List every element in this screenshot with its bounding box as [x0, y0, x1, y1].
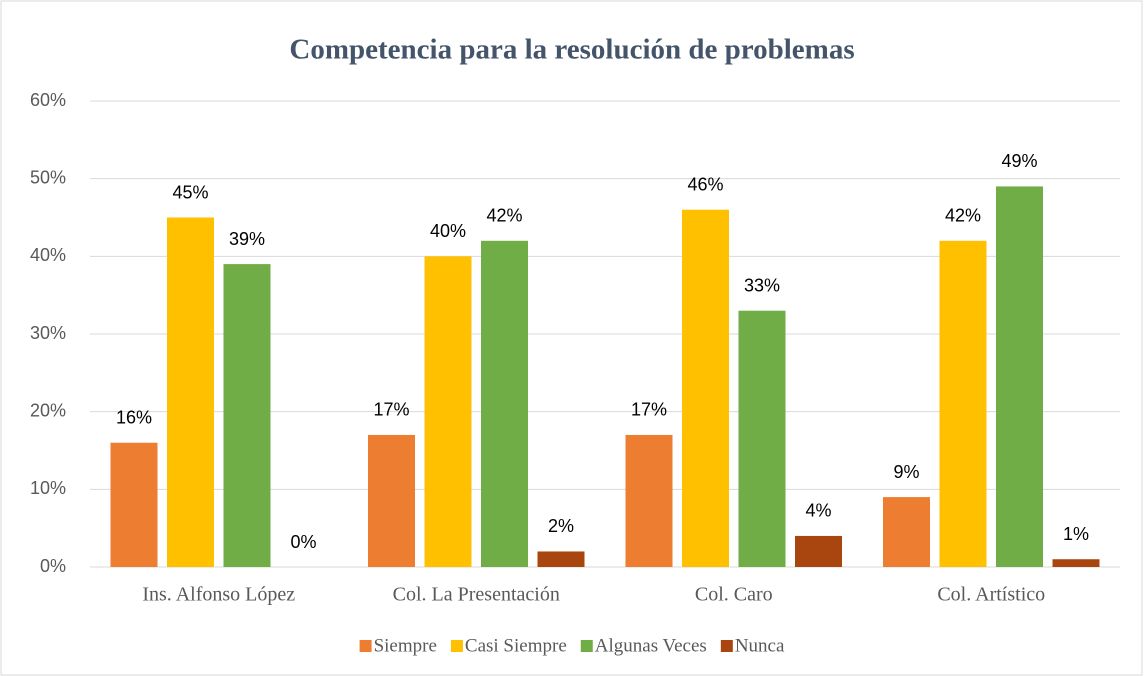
- value-label: 39%: [229, 229, 265, 249]
- value-label: 0%: [290, 532, 316, 552]
- legend-swatch: [580, 640, 593, 652]
- value-label: 9%: [893, 462, 919, 482]
- bar: [939, 240, 987, 568]
- y-tick-label: 50%: [30, 167, 66, 187]
- legend-label: Algunas Veces: [595, 635, 707, 656]
- value-label: 42%: [486, 206, 522, 226]
- value-label: 40%: [430, 221, 466, 241]
- x-tick-label: Ins. Alfonso López: [142, 584, 295, 606]
- value-label: 4%: [805, 501, 831, 521]
- y-tick-label: 60%: [30, 90, 66, 110]
- y-tick-label: 30%: [30, 323, 66, 343]
- x-tick-label: Col. Caro: [695, 584, 773, 606]
- y-tick-label: 40%: [30, 245, 66, 265]
- legend-swatch: [359, 640, 372, 652]
- value-label: 1%: [1063, 524, 1089, 544]
- value-label: 17%: [631, 400, 667, 420]
- legend-label: Nunca: [735, 635, 785, 656]
- legend-swatch: [450, 640, 463, 652]
- y-tick-label: 0%: [40, 556, 66, 576]
- bar: [537, 551, 585, 567]
- value-label: 17%: [373, 400, 409, 420]
- bar: [368, 434, 415, 567]
- legend-label: Siempre: [374, 635, 437, 656]
- bar: [996, 186, 1043, 567]
- x-tick-label: Col. La Presentación: [393, 584, 560, 606]
- bar: [625, 434, 673, 567]
- y-tick-label: 10%: [30, 478, 66, 498]
- value-label: 2%: [548, 516, 574, 536]
- value-label: 46%: [687, 174, 723, 194]
- bar: [424, 256, 472, 567]
- chart-title: Competencia para la resolución de proble…: [289, 34, 854, 66]
- bar: [1052, 559, 1100, 567]
- value-label: 49%: [1001, 151, 1037, 171]
- bar: [795, 535, 842, 567]
- bar: [883, 497, 930, 567]
- bar: [682, 209, 729, 567]
- value-label: 45%: [172, 182, 208, 202]
- bar: [481, 240, 528, 568]
- bar: [223, 264, 271, 567]
- bar: [110, 442, 158, 567]
- legend-swatch: [720, 640, 733, 652]
- value-label: 42%: [945, 206, 981, 226]
- y-tick-label: 20%: [30, 400, 66, 420]
- legend-label: Casi Siempre: [465, 635, 567, 656]
- x-tick-label: Col. Artístico: [937, 584, 1045, 606]
- bar: [738, 310, 786, 567]
- value-label: 16%: [116, 407, 152, 427]
- bar: [167, 217, 214, 567]
- value-label: 33%: [744, 275, 780, 295]
